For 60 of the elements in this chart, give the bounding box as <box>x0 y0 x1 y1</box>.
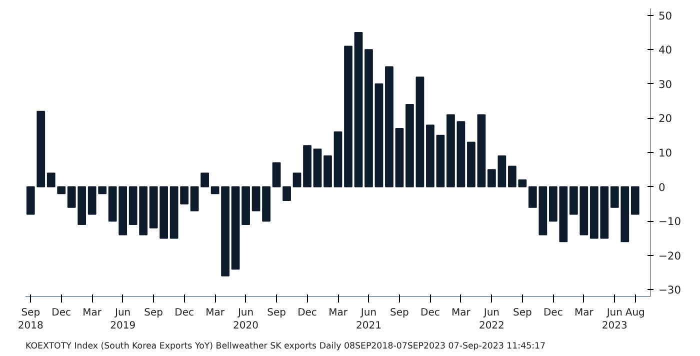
x-tick-label: Mar <box>452 308 472 318</box>
bar <box>385 66 394 188</box>
bar <box>262 186 270 222</box>
bar <box>446 114 455 188</box>
bar <box>282 186 291 201</box>
bar <box>210 186 220 194</box>
bar <box>364 49 373 188</box>
x-tick-label: Dec <box>298 308 317 318</box>
x-tick-label: Sep <box>144 308 164 318</box>
bar <box>395 128 404 188</box>
bar <box>231 186 240 270</box>
bar <box>416 76 424 188</box>
y-tick-label: −20 <box>658 249 682 262</box>
x-tick-label: Mar <box>574 308 594 318</box>
x-tick-label: Jun 2021 <box>356 308 382 332</box>
bar <box>242 186 250 225</box>
x-tick-label: Aug <box>625 308 645 318</box>
x-tick-label: Sep <box>267 308 286 318</box>
x-tick-label: Mar <box>82 308 102 318</box>
bar <box>406 104 414 188</box>
x-tick-label: Sep <box>390 308 409 318</box>
y-tick-label: 40 <box>658 44 672 57</box>
bar <box>252 186 260 212</box>
x-tick-label: Mar <box>206 308 226 318</box>
x-tick-label: Jun 2020 <box>233 308 259 332</box>
x-tick-label: Dec <box>174 308 194 318</box>
bar <box>200 172 209 188</box>
bar <box>426 124 434 188</box>
bar <box>477 114 486 188</box>
y-tick-label: 10 <box>658 146 672 160</box>
y-tick-label: −30 <box>658 284 682 297</box>
bar <box>190 186 199 212</box>
bar <box>272 162 281 188</box>
bar <box>354 32 363 188</box>
bar <box>292 172 302 188</box>
y-tick-label: −10 <box>658 215 682 228</box>
y-tick-label: 50 <box>658 9 672 22</box>
bar <box>303 145 312 188</box>
x-tick-label: Sep 2018 <box>18 308 44 332</box>
text: KOEXTOTY Index (South Korea Exports YoY) Bellweather SK exports Daily 08SEP2018-07SEP2023 07-Sep-2023 11:45:17 <box>26 342 546 352</box>
x-tick-label: Sep <box>513 308 532 318</box>
bar <box>313 148 322 188</box>
x-tick-label: Mar <box>328 308 348 318</box>
bar <box>334 131 342 188</box>
y-tick-label: 0 <box>658 180 666 194</box>
x-tick-label: Jun 2022 <box>478 308 504 332</box>
y-tick-label: 20 <box>658 112 672 126</box>
bar <box>221 186 230 276</box>
bar <box>324 155 332 188</box>
x-tick-label: Dec <box>420 308 440 318</box>
y-tick-label: 30 <box>658 78 672 91</box>
bar <box>374 83 384 188</box>
bar <box>456 121 466 188</box>
x-tick-label: Dec <box>52 308 72 318</box>
bar <box>467 142 476 188</box>
bar <box>436 134 445 188</box>
bar <box>344 46 352 188</box>
x-tick-label: Jun 2019 <box>110 308 136 332</box>
x-tick-label: Dec <box>543 308 563 318</box>
bar <box>630 186 640 215</box>
